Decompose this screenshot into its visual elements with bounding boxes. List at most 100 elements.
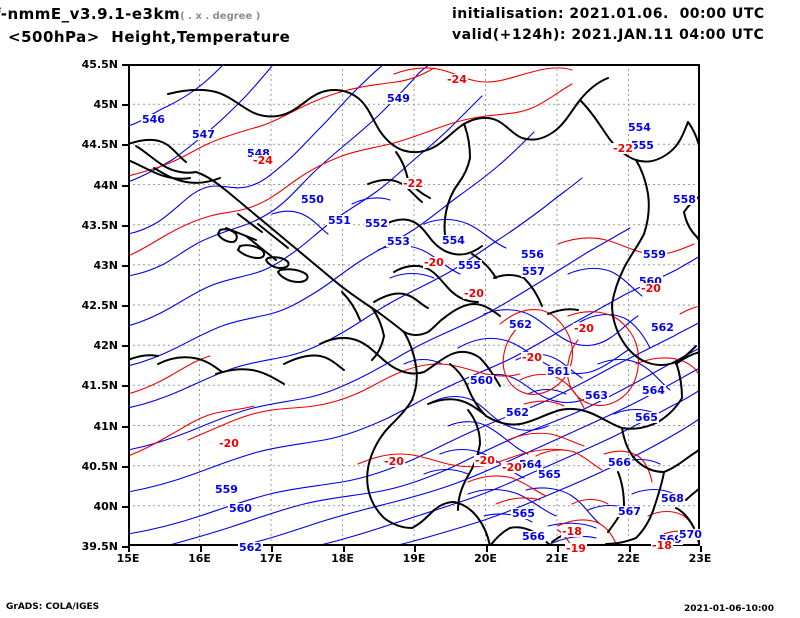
height-contour-label: 560	[228, 502, 253, 515]
y-axis-tick-label: 40N	[93, 499, 118, 513]
x-axis-tick	[342, 546, 345, 552]
temperature-contour-label: -20	[640, 282, 662, 295]
height-contour-label: 555	[457, 259, 482, 272]
x-axis-tick	[557, 546, 559, 552]
map-canvas	[128, 64, 700, 546]
y-axis-tick	[122, 385, 128, 388]
y-axis-tick-label: 41.5N	[81, 379, 118, 393]
y-axis-tick-label: 44N	[93, 178, 118, 192]
y-axis-tick-label: 44.5N	[81, 138, 118, 152]
temperature-contour-label: -24	[252, 154, 274, 167]
height-contour-label: 562	[238, 541, 263, 554]
height-contour-label: 567	[617, 505, 642, 518]
height-contour-label: 554	[441, 234, 466, 247]
level-fields-label: <500hPa> Height,Temperature	[8, 28, 291, 46]
y-axis-tick-label: 45.5N	[81, 58, 118, 71]
temperature-contour-label: -20	[218, 437, 240, 450]
y-axis-tick	[122, 144, 128, 147]
temperature-contour-label: -24	[446, 73, 468, 86]
height-contour-label: 561	[546, 365, 571, 378]
y-axis-tick-label: 41N	[93, 419, 118, 433]
temperature-contours	[128, 67, 700, 546]
temperature-contour-label: -19	[565, 542, 587, 555]
temperature-contour-label: -18	[651, 539, 673, 552]
y-axis-tick	[122, 425, 128, 428]
height-contour-label: 566	[521, 530, 546, 543]
plot-frame	[128, 64, 700, 546]
height-contour-label: 547	[191, 128, 216, 141]
height-contour-label: 560	[638, 275, 663, 288]
height-contour-label: 553	[386, 235, 411, 248]
x-axis-tick-label: 18E	[331, 552, 354, 565]
height-contour-label: 562	[505, 406, 530, 419]
x-axis-tick	[485, 546, 488, 552]
height-contour-label: 565	[634, 411, 659, 424]
x-axis-tick	[271, 546, 273, 552]
height-contour-label: 549	[386, 92, 411, 105]
x-axis-tick	[199, 546, 202, 552]
grid-lines	[128, 64, 700, 546]
height-contour-label: 554	[627, 121, 652, 134]
y-axis-tick	[122, 64, 128, 66]
y-axis-tick	[122, 224, 128, 227]
temperature-contour-label: -20	[501, 461, 523, 474]
temperature-contour-label: -20	[573, 322, 595, 335]
height-contour-label: 551	[327, 214, 352, 227]
height-contour-label: 558	[672, 193, 697, 206]
height-contour-label: 559	[642, 248, 667, 261]
height-contour-label: 552	[364, 217, 389, 230]
y-axis-tick-label: 45N	[93, 98, 118, 112]
temperature-contour-label: -20	[463, 287, 485, 300]
temperature-contour-label: -20	[423, 256, 445, 269]
temperature-contour-label: -22	[402, 177, 424, 190]
height-contour-label: 565	[511, 507, 536, 520]
y-axis-tick	[122, 546, 128, 548]
y-axis-tick	[122, 465, 128, 468]
generation-timestamp-label: 2021-01-06-10:00	[684, 604, 774, 614]
temperature-contour-label: -20	[383, 455, 405, 468]
y-axis-tick	[122, 264, 128, 267]
height-contour-label: 565	[537, 468, 562, 481]
model-name-label: f-nmmE_v3.9.1-e3km( . x . degree )	[0, 5, 260, 23]
x-axis-tick-label: 19E	[402, 552, 426, 565]
x-axis-tick	[128, 546, 130, 552]
x-axis-tick-label: 20E	[474, 552, 497, 565]
temperature-contour-label: -20	[474, 454, 496, 467]
y-axis-tick-label: 42N	[93, 339, 118, 353]
height-contour-label: 566	[607, 456, 632, 469]
model-resolution-text: ( . x . degree )	[180, 11, 261, 22]
y-axis-tick	[122, 184, 128, 187]
height-contour-label: 556	[520, 248, 545, 261]
x-axis-tick-label: 22E	[617, 552, 640, 565]
y-axis-tick-label: 43.5N	[81, 218, 118, 232]
height-contour-label: 560	[469, 374, 494, 387]
temperature-contour-label: -22	[612, 142, 634, 155]
height-contour-label: 555	[630, 139, 655, 152]
x-axis-tick	[700, 546, 702, 552]
x-axis-tick-label: 23E	[688, 552, 712, 565]
y-axis-tick-label: 43N	[93, 258, 118, 272]
x-axis-tick-label: 17E	[259, 552, 283, 565]
valid-time-label: valid(+124h): 2021.JAN.11 04:00 UTC	[452, 27, 765, 43]
height-contour-label: 570	[678, 528, 703, 541]
y-axis-tick	[122, 104, 128, 107]
x-axis-tick-label: 21E	[545, 552, 569, 565]
y-axis-tick	[122, 305, 128, 307]
initialisation-label: initialisation: 2021.01.06. 00:00 UTC	[452, 6, 765, 22]
y-axis-tick-label: 40.5N	[81, 459, 118, 473]
height-contour-label: 548	[246, 147, 271, 160]
height-contour-label: 557	[521, 265, 546, 278]
contour-map-plot: 546 547 548 549 550 551 552 553 554 555 556 557 554 5…	[122, 64, 703, 554]
y-axis-tick	[122, 505, 128, 508]
height-contour-label: 550	[300, 193, 325, 206]
y-axis-tick-label: 42.5N	[81, 299, 118, 312]
model-name-text: f-nmmE_v3.9.1-e3km	[0, 5, 181, 23]
x-axis-tick-label: 16E	[188, 552, 211, 565]
height-contour-label: 564	[641, 384, 666, 397]
height-contour-label: 564	[518, 458, 543, 471]
y-axis-tick-label: 39.5N	[81, 540, 118, 553]
x-axis-tick-label: 15E	[116, 552, 140, 565]
x-axis-tick	[628, 546, 631, 552]
y-axis-tick	[122, 345, 128, 348]
height-contour-label: 568	[660, 492, 685, 505]
